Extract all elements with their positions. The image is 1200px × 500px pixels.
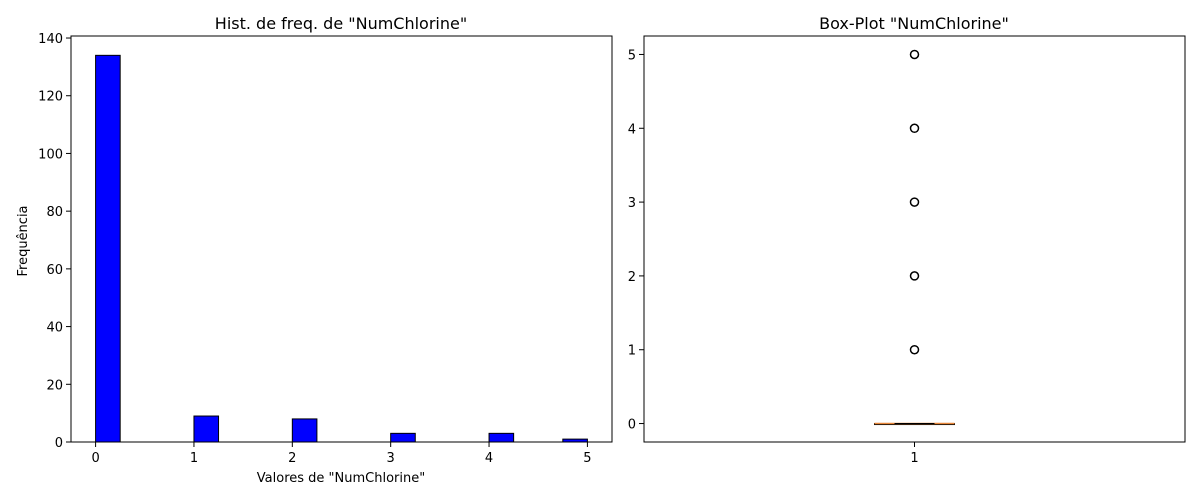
histogram-y-tick-label: 20 [46,378,63,393]
boxplot-marks [874,49,955,426]
histogram-y-label: Frequência [16,205,31,276]
boxplot-x-tick-label: 1 [910,451,918,466]
boxplot-outlier-point [909,49,920,60]
histogram-bar-4 [488,432,515,443]
boxplot-panel: Box-Plot "NumChlorine" 0 1 2 3 4 5 1 [628,14,1186,466]
boxplot-y-tick-label: 0 [628,418,636,433]
histogram-x-tick-label: 0 [91,451,99,466]
histogram-title: Hist. de freq. de "NumChlorine" [215,14,467,33]
histogram-bars [95,54,588,443]
histogram-x-tick-label: 4 [485,451,493,466]
boxplot-outlier-point [909,271,920,281]
histogram-x-label: Valores de "NumChlorine" [257,471,425,486]
histogram-bar-3 [390,432,416,443]
histogram-x-ticks: 0 1 2 3 4 5 [91,442,592,466]
boxplot-y-tick-label: 2 [628,270,636,285]
histogram-bar-2 [291,418,318,443]
boxplot-y-tick-label: 4 [628,122,636,137]
boxplot-title: Box-Plot "NumChlorine" [819,14,1009,33]
histogram-y-tick-label: 140 [38,32,63,47]
histogram-y-tick-label: 100 [38,147,63,162]
boxplot-outlier-point [909,197,920,207]
histogram-x-tick-label: 3 [387,451,395,466]
histogram-bar-0 [95,54,121,443]
histogram-x-tick-label: 1 [190,451,198,466]
histogram-bar-1 [193,415,220,443]
histogram-x-tick-label: 5 [583,451,591,466]
histogram-panel: Hist. de freq. de "NumChlorine" 02040608… [16,14,613,486]
histogram-y-tick-label: 60 [46,263,63,278]
boxplot-x-ticks: 1 [910,442,919,466]
histogram-y-tick-label: 40 [46,321,63,336]
histogram-y-tick-label: 120 [38,90,63,105]
boxplot-outlier-point [909,344,920,355]
boxplot-y-tick-label: 1 [628,344,636,359]
histogram-x-tick-label: 2 [288,451,296,466]
boxplot-frame [643,35,1186,443]
histogram-frame [70,35,613,443]
histogram-y-tick-label: 0 [55,436,63,451]
boxplot-outlier-point [909,123,920,134]
boxplot-y-tick-label: 5 [628,48,636,63]
boxplot-y-tick-label: 3 [628,196,636,211]
histogram-y-tick-label: 80 [46,205,63,220]
boxplot-y-ticks: 0 1 2 3 4 5 [628,48,644,433]
histogram-y-ticks: 0 20 40 60 80 100 120 140 [38,32,71,451]
